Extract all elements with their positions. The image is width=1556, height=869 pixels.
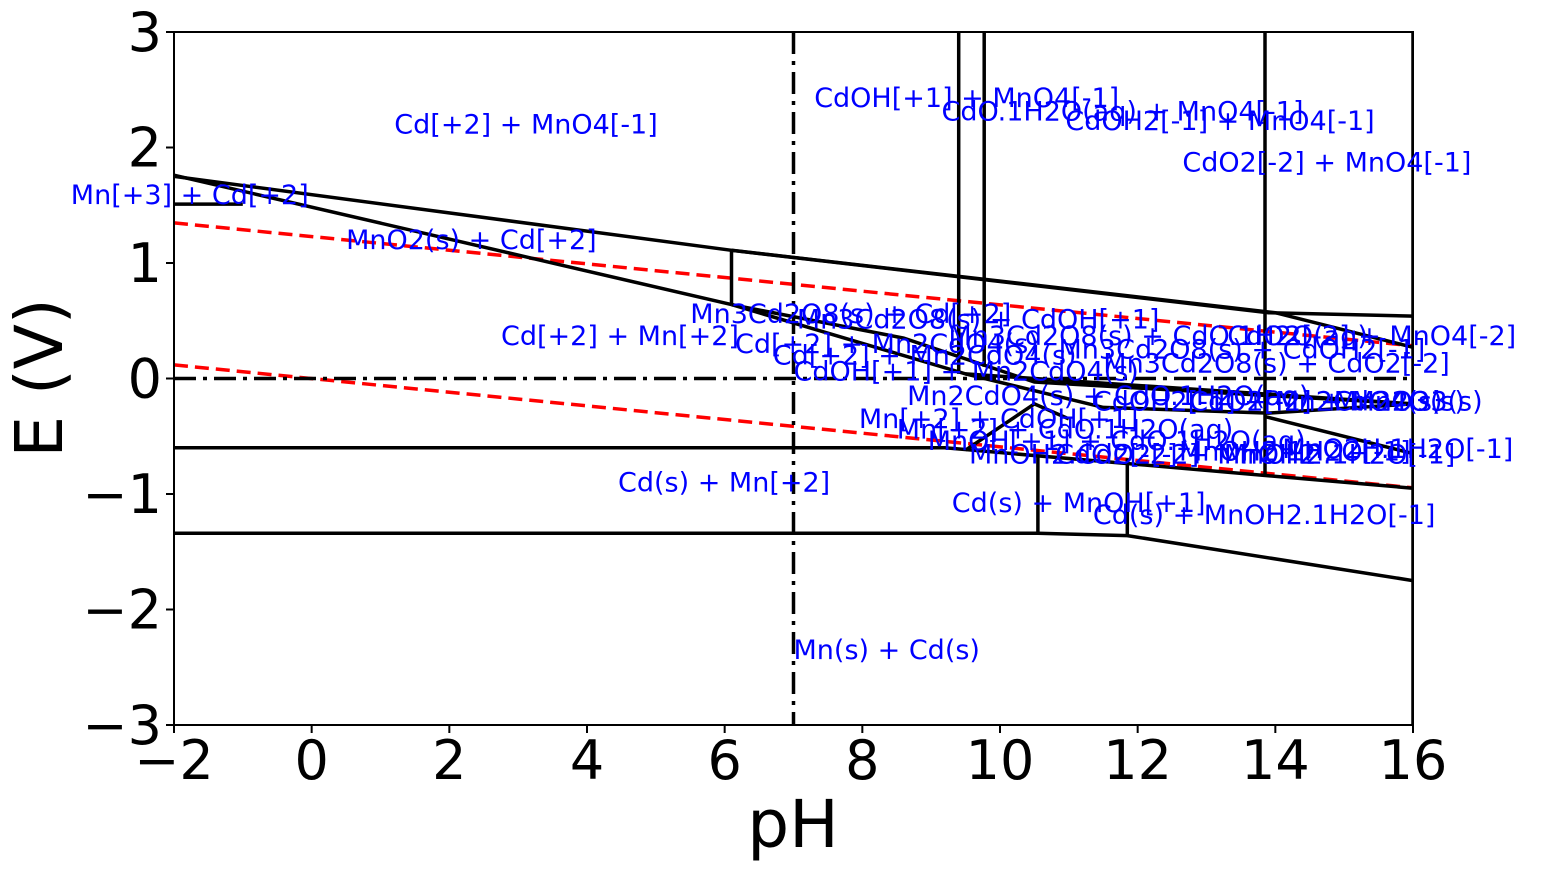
x-tick-label: 12 [1103,729,1172,792]
region-label: MnOH[+1] + CdO.1H2O(aq) [928,426,1306,457]
region-label: CdO2[-2] + Mn2O3(s) [1189,387,1482,418]
region-label: Cd[+2] + Mn2CdO4(s) [773,340,1077,371]
region-label: CdO2[-2] + MnO4[-2] [1227,321,1516,352]
region-labels: Cd[+2] + MnO4[-1] CdOH[+1] + MnO4[-1]CdO.… [71,83,1516,666]
y-tick-label: 2 [128,117,162,180]
boundary-line-15 [174,531,1413,583]
y-tick-label: 1 [128,232,162,295]
boundary-line-12 [964,401,1070,452]
x-tick-label: 16 [1379,729,1448,792]
region-label: Cd[+2] + Mn2CdO4(s) [735,329,1039,360]
boundary-line-7 [731,302,1413,406]
x-tick-label: −2 [134,729,214,792]
region-label: Cd(s) + MnOH2.1H2O[-1] [1093,500,1436,531]
region-label: Mn2O3(s) [1334,387,1465,418]
x-tick-label: 2 [432,729,466,792]
region-label: Mn3Cd2O8(s) + CdOH2[-1] [1059,335,1426,366]
water-line-2 [174,363,1413,490]
region-label: Mn3Cd2O8(s) + CdO2[-2] [1103,349,1450,380]
region-label: MnOH2.1H2O[-1] [1224,440,1456,471]
region-label: MnO2(s) + Cd[+2] [346,225,597,256]
region-label: Mn[+3] + Cd[+2] [71,180,309,211]
region-label: Mn[+2] + CdOH[+1] [859,404,1138,435]
y-axis-label: E (V) [1,298,78,457]
region-label: CdO2[-2] + MnO4[-1] [1182,148,1471,179]
x-tick-label: 14 [1241,729,1310,792]
region-label: Cd[+2] + MnO4[-1] [394,109,657,140]
y-tick-label: −2 [82,579,162,642]
y-tick-label: 0 [128,348,162,411]
x-tick-label: 10 [966,729,1035,792]
region-label: MnO2H.1H2O[-1] [1282,434,1513,465]
y-tick-label: −3 [82,694,162,757]
region-label: Mn3Cd2O8(s) + CdO.1H2O(aq) [948,321,1368,352]
x-tick-label: 4 [570,729,604,792]
region-label: Cd[+2] + Mn[+2] [501,321,739,352]
region-label: MnOH2.CdO2[-2] [969,440,1199,471]
region-label: CdO2[-2] + MnOH2 [1055,440,1316,471]
x-tick-label: 6 [707,729,741,792]
region-label: CdOH[+1] + MnO4[-1] [814,83,1119,114]
region-label: Mn2CdO4(s) + CdO.1H2O(aq) [907,381,1309,412]
x-tick-label: 8 [845,729,879,792]
boundary-line-13 [174,446,1413,490]
region-label: Mn(s) + Cd(s) [794,635,980,666]
y-tick-label: −1 [82,463,162,526]
boundary-line-3 [174,173,732,307]
region-label: Mn[+2] + CdO.1H2O(aq) [897,414,1233,445]
x-tick-label: 0 [294,729,328,792]
y-tick-label: 3 [128,1,162,64]
boundary-line-14 [1264,414,1413,456]
boundary-line-2 [731,248,1413,349]
boundary-line-11 [965,372,1413,415]
x-axis-label: pH [747,786,839,863]
region-label: Cd(s) + Mn[+2] [618,467,830,498]
region-label: Mn3Cd2O8(s) + Cd[+2] [690,299,1011,330]
region-label: Mn3Cd2O8(s) + CdOH[+1] [797,305,1160,336]
region-label: CdOH2[-1] + MnO4[-1] [1065,106,1374,137]
reference-lines [174,32,1413,725]
region-label: CdOH[+1] + Mn2CdO4(s) [794,357,1139,388]
region-label: Cd(s) + MnOH[+1] [952,488,1206,519]
region-label: CdO.1H2O(aq) + MnO4[-1] [942,97,1304,128]
phase-boundaries [174,32,1413,725]
region-label: CdOH2[-1] + Mn2CdO4(s) [1093,387,1443,418]
region-label: MnOH2.1H2O[-1] [1179,436,1411,467]
